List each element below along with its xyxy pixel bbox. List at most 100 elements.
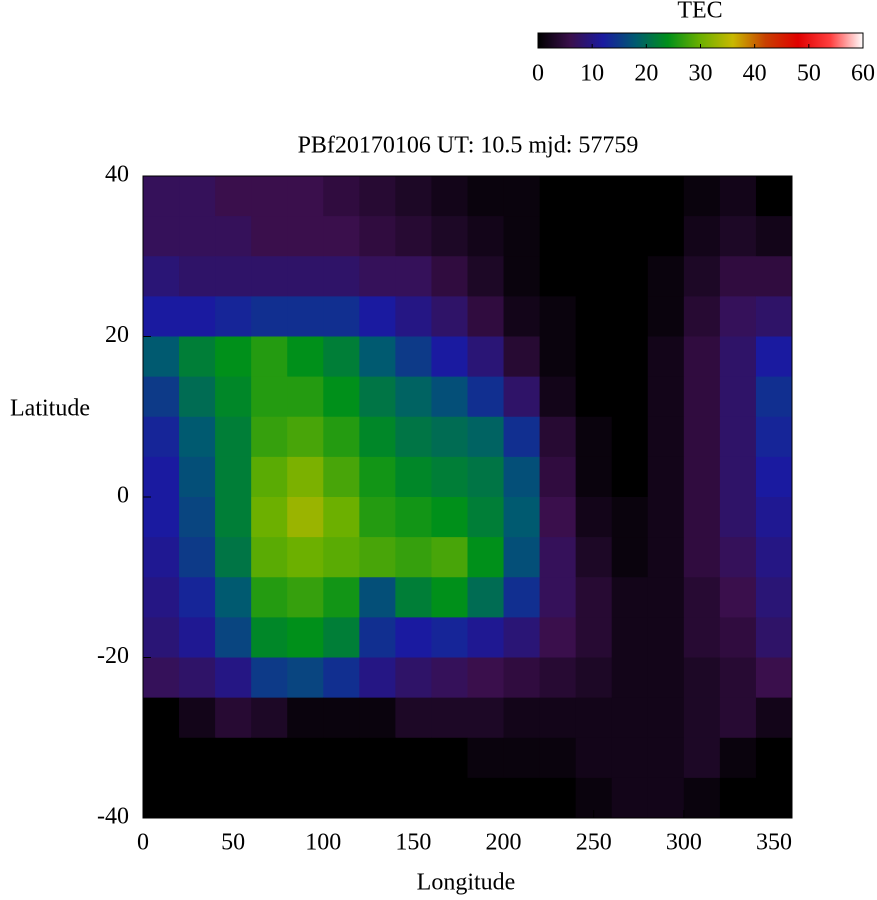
heat-cell	[431, 577, 468, 618]
heat-cell	[251, 456, 288, 498]
heat-cell	[683, 617, 721, 658]
heat-cell	[467, 577, 505, 618]
heat-cell	[143, 216, 180, 257]
heat-cell	[611, 296, 649, 337]
heat-cell	[683, 376, 721, 418]
heat-cell	[143, 657, 180, 699]
heat-cell	[611, 577, 649, 618]
heat-cell	[647, 737, 685, 779]
heat-cell	[503, 296, 541, 337]
heat-cell	[611, 176, 649, 217]
heat-cell	[503, 697, 541, 739]
heat-cell	[287, 777, 324, 819]
heat-cell	[647, 256, 685, 297]
y-tick-label: 40	[105, 162, 129, 188]
heat-cell	[251, 296, 288, 337]
heat-cell	[647, 176, 685, 217]
heat-cell	[431, 537, 468, 578]
y-tick-label: -40	[97, 804, 129, 830]
heat-cell	[719, 416, 757, 458]
heat-cell	[683, 216, 721, 257]
heat-cell	[395, 497, 432, 538]
heat-cell	[395, 176, 432, 217]
x-tick-label: 300	[666, 830, 702, 856]
heat-cell	[647, 416, 685, 458]
heat-cell	[503, 497, 541, 538]
heat-cell	[359, 296, 396, 337]
heat-cell	[215, 657, 252, 699]
heat-cell	[575, 376, 613, 418]
heat-cell	[251, 777, 288, 819]
heat-cell	[251, 617, 288, 658]
heat-cell	[503, 577, 541, 618]
heat-cell	[575, 617, 613, 658]
heat-cell	[647, 336, 685, 378]
x-tick-label: 0	[137, 830, 149, 856]
heat-cell	[359, 537, 396, 578]
heat-cell	[251, 256, 288, 297]
heat-cell	[395, 376, 432, 418]
heat-cell	[431, 777, 468, 819]
heat-cell	[719, 697, 757, 739]
heat-cell	[287, 537, 324, 578]
heat-cell	[647, 617, 685, 658]
heat-cell	[467, 657, 505, 699]
heat-cell	[251, 497, 288, 538]
heat-cell	[215, 456, 252, 498]
heat-cell	[719, 657, 757, 699]
heat-cell	[503, 537, 541, 578]
heat-cell	[503, 416, 541, 458]
heat-cell	[287, 216, 324, 257]
heat-cell	[611, 697, 649, 739]
heat-cell	[683, 537, 721, 578]
heat-cell	[683, 176, 721, 217]
heat-cell	[323, 456, 360, 498]
heat-cell	[503, 176, 541, 217]
heat-cell	[359, 657, 396, 699]
heat-cell	[467, 256, 505, 297]
heat-cell	[179, 617, 216, 658]
heat-cell	[287, 296, 324, 337]
heat-cell	[755, 336, 793, 378]
heat-cell	[683, 577, 721, 618]
heat-cell	[539, 777, 577, 819]
heat-cell	[503, 376, 541, 418]
colorbar-tick-label: 10	[580, 61, 604, 87]
heat-cell	[683, 697, 721, 739]
heat-cell	[647, 216, 685, 257]
heat-cell	[539, 296, 577, 337]
heat-cell	[539, 577, 577, 618]
heat-cell	[359, 216, 396, 257]
heat-cell	[467, 176, 505, 217]
heat-cell	[503, 737, 541, 779]
heat-cell	[323, 497, 360, 538]
heat-cell	[431, 657, 468, 699]
heat-cell	[647, 456, 685, 498]
heat-cell	[215, 617, 252, 658]
heat-cell	[323, 737, 360, 779]
heat-cell	[539, 456, 577, 498]
colorbar-tick-label: 50	[797, 61, 821, 87]
heat-cell	[539, 216, 577, 257]
heat-cell	[179, 416, 216, 458]
heat-cell	[215, 737, 252, 779]
heat-cell	[323, 697, 360, 739]
heat-cell	[287, 176, 324, 217]
heat-cell	[755, 176, 793, 217]
heat-cell	[719, 176, 757, 217]
heat-cell	[287, 256, 324, 297]
heat-cell	[647, 577, 685, 618]
heat-cell	[755, 497, 793, 538]
heat-cell	[719, 296, 757, 337]
heat-cell	[323, 216, 360, 257]
heat-cell	[143, 497, 180, 538]
heat-cell	[215, 336, 252, 378]
heat-cell	[359, 577, 396, 618]
heat-cell	[719, 577, 757, 618]
heat-cell	[215, 697, 252, 739]
y-tick-label: -20	[97, 643, 129, 669]
heat-cell	[251, 537, 288, 578]
heat-cell	[431, 497, 468, 538]
heat-cell	[611, 657, 649, 699]
heat-cell	[467, 777, 505, 819]
